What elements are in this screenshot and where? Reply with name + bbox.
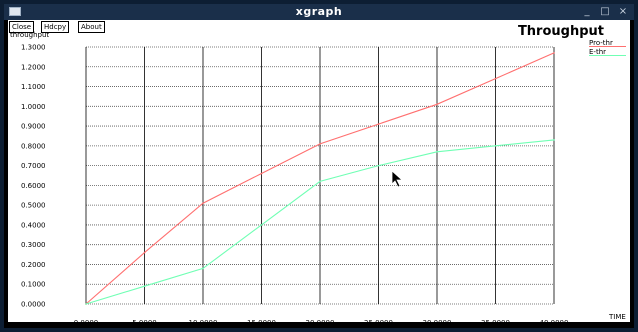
data-point — [436, 103, 438, 106]
data-point — [436, 150, 438, 153]
y-tick-label: 1.0000 — [21, 103, 46, 111]
data-point — [260, 172, 263, 175]
y-tick-label: 0.9000 — [21, 123, 46, 131]
y-tick-label: 0.7000 — [21, 162, 46, 170]
x-tick-label: 15.0000 — [247, 319, 276, 322]
data-point — [260, 224, 263, 226]
app-menu-icon[interactable] — [9, 7, 21, 16]
data-point — [143, 285, 146, 288]
data-point — [143, 251, 146, 254]
close-window-icon[interactable]: × — [618, 6, 628, 17]
x-tick-label: 20.0000 — [306, 319, 335, 322]
graph-area: Close Hdcpy About throughput Throughput … — [8, 20, 630, 322]
y-tick-label: 1.3000 — [21, 44, 46, 52]
about-button[interactable]: About — [78, 21, 105, 33]
y-tick-label: 0.4000 — [21, 221, 46, 229]
x-tick-label: 30.0000 — [423, 319, 452, 322]
xgraph-window: xgraph _ □ × Close Hdcpy About throughpu… — [4, 4, 634, 328]
y-tick-label: 0.5000 — [21, 202, 46, 210]
data-point — [85, 303, 87, 305]
x-tick-label: 25.0000 — [364, 319, 393, 322]
legend-label: E-thr — [589, 48, 606, 56]
y-axis-label: throughput — [10, 31, 50, 39]
x-tick-label: 10.0000 — [189, 319, 218, 322]
x-tick-label: 35.0000 — [481, 319, 510, 322]
throughput-chart: 0.0000 0.1000 0.2000 0.3000 0.4000 0.5000 0.60… — [21, 39, 626, 322]
y-tick-label: 0.1000 — [21, 281, 46, 289]
x-axis-label: TIME — [608, 313, 626, 321]
data-point — [319, 180, 321, 183]
maximize-icon[interactable]: □ — [600, 6, 610, 17]
data-point — [319, 143, 321, 145]
data-point — [202, 267, 204, 270]
x-tick-label: 40.0000 — [540, 319, 569, 322]
data-point — [202, 202, 204, 204]
minimize-icon[interactable]: _ — [584, 6, 590, 17]
y-tick-label: 1.1000 — [21, 83, 46, 91]
legend-label: Pro-thr — [589, 39, 613, 47]
data-point — [377, 164, 380, 167]
data-point — [494, 145, 497, 147]
x-tick-label: 5.0000 — [132, 319, 157, 322]
window-title: xgraph — [295, 5, 343, 18]
graph-title: Throughput — [517, 24, 604, 39]
hdcopy-button[interactable]: Hdcpy — [41, 21, 70, 33]
y-tick-label: 0.2000 — [21, 261, 46, 269]
data-point — [494, 77, 497, 80]
data-point — [553, 52, 555, 54]
data-point — [377, 123, 380, 125]
x-tick-label: 0.0000 — [74, 319, 99, 322]
y-tick-label: 0.3000 — [21, 241, 46, 249]
y-tick-label: 0.8000 — [21, 142, 46, 150]
y-tick-label: 0.6000 — [21, 182, 46, 190]
y-tick-label: 0.0000 — [21, 301, 46, 309]
close-button[interactable]: Close — [9, 21, 35, 33]
data-point — [553, 139, 555, 141]
title-bar[interactable]: xgraph _ □ × — [4, 4, 634, 20]
y-tick-label: 1.2000 — [21, 63, 46, 71]
